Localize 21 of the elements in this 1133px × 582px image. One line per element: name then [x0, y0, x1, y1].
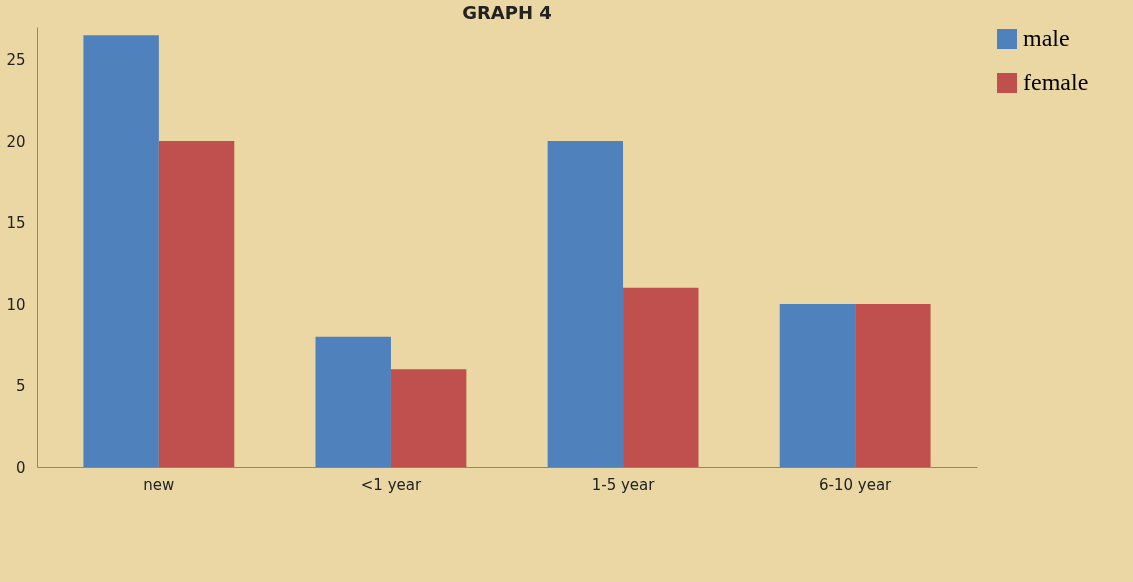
x-tick-label: 1-5 year — [591, 475, 656, 494]
legend-label: female — [1023, 69, 1089, 95]
bar — [158, 141, 235, 467]
y-tick-label: 15 — [6, 214, 26, 233]
legend-label: male — [1023, 25, 1070, 51]
x-tick-label: new — [143, 475, 175, 494]
y-tick-label: 25 — [6, 51, 26, 70]
x-tick-label: <1 year — [360, 475, 422, 494]
bar — [779, 304, 856, 467]
y-tick-label: 20 — [6, 132, 26, 151]
y-tick-label: 0 — [15, 458, 26, 477]
y-tick-label: 10 — [6, 295, 26, 314]
y-tick-label: 5 — [15, 377, 26, 396]
bar — [855, 304, 931, 467]
bar — [547, 141, 624, 467]
bar — [315, 336, 391, 467]
bar — [390, 369, 467, 467]
bar — [83, 35, 159, 467]
chart-title: GRAPH 4 — [462, 2, 552, 23]
x-tick-label: 6-10 year — [819, 475, 893, 494]
bar — [623, 287, 699, 467]
